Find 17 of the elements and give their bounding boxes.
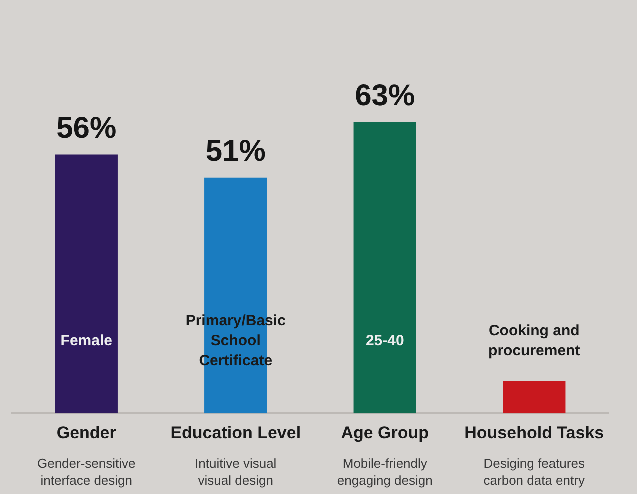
- bar: [503, 381, 566, 414]
- data-label: 51%: [206, 135, 266, 168]
- bar: [354, 122, 416, 414]
- annotation: 25-40: [366, 332, 404, 350]
- text: Desiging features carbon data entry: [484, 456, 586, 488]
- x-tick-label: Age Group: [341, 423, 430, 442]
- text: Gender-sensitive interface design: [37, 456, 136, 488]
- annotation: Cooking and procurement: [488, 322, 580, 360]
- text: Mobile-friendly engaging design: [337, 456, 433, 488]
- annotation: Female: [60, 332, 112, 350]
- data-label: 56%: [56, 112, 117, 145]
- bar: [55, 154, 118, 414]
- x-tick-label: Education Level: [170, 423, 302, 442]
- x-tick-label: Gender: [56, 423, 117, 442]
- x-tick-label: Household Tasks: [464, 423, 604, 442]
- text: Intuitive visual visual design: [195, 456, 277, 488]
- data-label: 63%: [355, 80, 416, 113]
